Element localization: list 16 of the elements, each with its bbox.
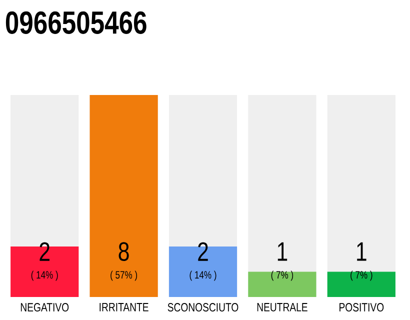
x-tick-label: NEGATIVO xyxy=(20,303,69,312)
data-label: 8 xyxy=(118,242,129,261)
data-label: 1 xyxy=(278,242,288,261)
annotation: ( 14% ) xyxy=(31,270,58,281)
annotation: ( 14% ) xyxy=(190,270,216,281)
chart-title: 0966505466 xyxy=(6,11,146,34)
data-label: 2 xyxy=(198,242,208,261)
x-tick-label: NEUTRALE xyxy=(257,303,308,312)
annotation: ( 7% ) xyxy=(350,270,372,281)
data-label: 2 xyxy=(40,242,50,261)
annotation: ( 57% ) xyxy=(110,270,138,281)
data-label: 1 xyxy=(357,242,366,261)
x-tick-label: SCONOSCIUTO xyxy=(168,303,238,312)
x-tick-label: POSITIVO xyxy=(340,303,384,312)
x-tick-label: IRRITANTE xyxy=(100,303,148,312)
annotation: ( 7% ) xyxy=(271,270,294,281)
